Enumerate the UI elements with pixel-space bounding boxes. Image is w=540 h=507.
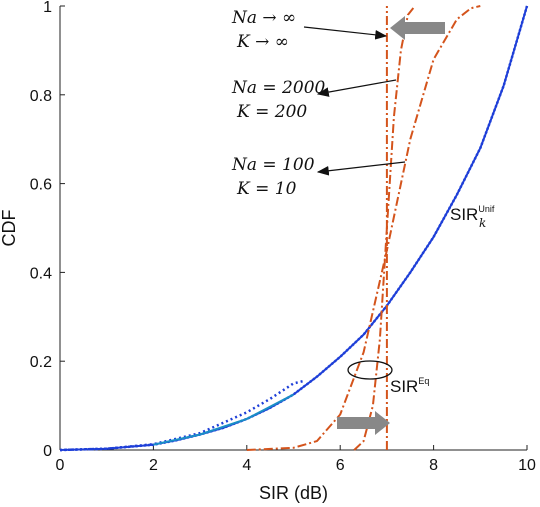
y-tick-label: 0.4 bbox=[30, 265, 52, 282]
label-sir-unif: SIRUnif bbox=[450, 204, 495, 224]
label-sir-unif-sub: k bbox=[479, 216, 486, 230]
eq-curves-ellipse bbox=[347, 360, 393, 380]
x-tick-label: 2 bbox=[149, 457, 158, 474]
label-infinite-k: K → ∞ bbox=[236, 32, 289, 52]
label-10-k: K = 10 bbox=[236, 179, 297, 199]
y-tick-label: 0.8 bbox=[30, 88, 52, 105]
x-tick-label: 4 bbox=[242, 457, 251, 474]
grey-arrow-top bbox=[390, 16, 445, 40]
x-tick-label: 6 bbox=[336, 457, 345, 474]
series-dots-0 bbox=[59, 5, 529, 452]
y-tick-label: 0.6 bbox=[30, 177, 52, 194]
arrow-infinite bbox=[303, 26, 388, 40]
x-tick-label: 8 bbox=[429, 457, 438, 474]
label-2000-na: Na = 2000 bbox=[231, 78, 326, 98]
x-tick-label: 10 bbox=[518, 457, 536, 474]
x-axis-label: SIR (dB) bbox=[259, 483, 328, 503]
series-unif-sim-segment bbox=[153, 393, 294, 446]
series-layer bbox=[59, 5, 529, 452]
label-sir-eq: SIREq bbox=[390, 376, 429, 396]
x-tick-label: 0 bbox=[56, 457, 65, 474]
grey-arrow-bottom bbox=[337, 411, 390, 435]
y-tick-label: 0.2 bbox=[30, 354, 52, 371]
label-100-na: Na = 100 bbox=[231, 155, 315, 175]
annotation-layer: Na → ∞ K → ∞ Na = 2000 K = 200 Na = 100 … bbox=[231, 8, 495, 435]
y-tick-label: 1 bbox=[43, 0, 52, 16]
arrow-2000 bbox=[316, 79, 397, 97]
y-axis-label: CDF bbox=[0, 210, 19, 247]
series-line-0 bbox=[59, 5, 528, 451]
arrow-100 bbox=[316, 161, 406, 176]
label-infinite-na: Na → ∞ bbox=[231, 8, 296, 28]
label-200-k: K = 200 bbox=[236, 102, 307, 122]
series-line-4 bbox=[246, 5, 481, 451]
y-tick-label: 0 bbox=[43, 443, 52, 460]
